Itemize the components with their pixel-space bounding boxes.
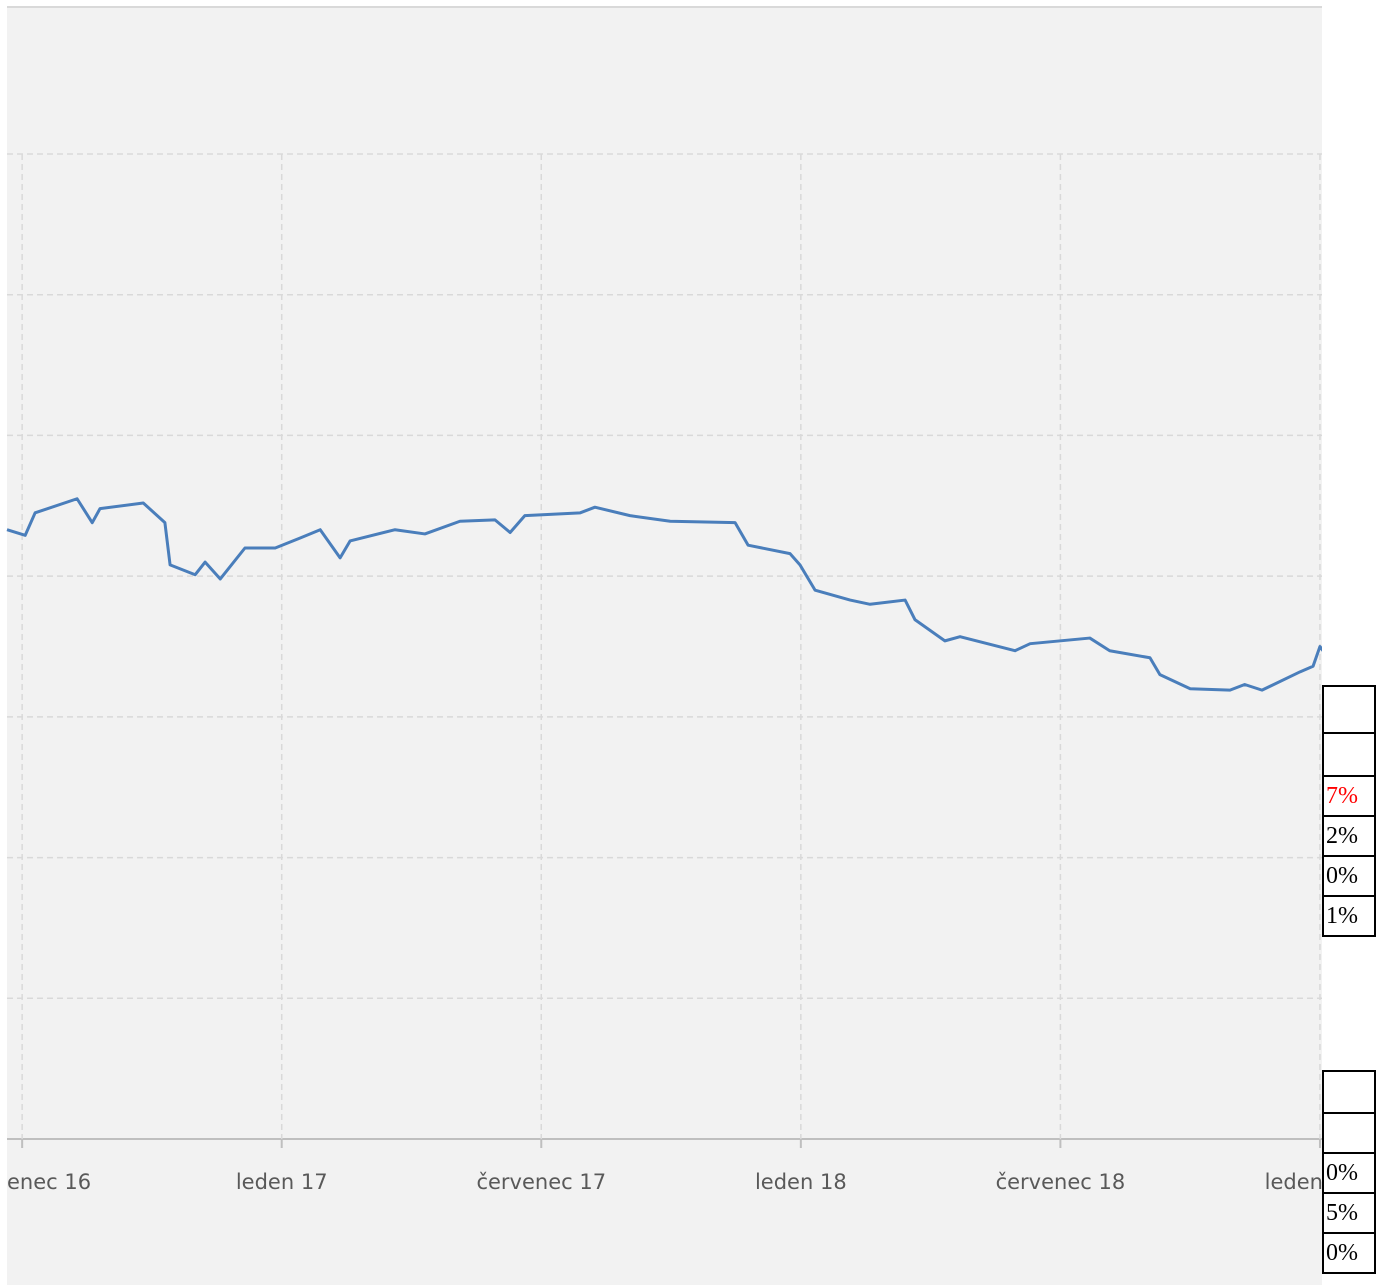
chart: enec 16 leden 17 červenec 17 leden 18 červen…: [6, 6, 1322, 1285]
side-table: 0% 5% 0%: [1322, 1070, 1376, 1274]
x-tick-label: leden 17: [236, 1170, 328, 1194]
x-tick-label: červenec 17: [476, 1170, 606, 1194]
table-cell: 0%: [1324, 1232, 1374, 1272]
table-cell: 7%: [1324, 775, 1374, 815]
line-series: [6, 497, 1322, 692]
table-cell: 0%: [1324, 1152, 1374, 1192]
x-tick-label: červenec 18: [996, 1170, 1126, 1194]
table-cell: 1%: [1324, 895, 1374, 935]
side-table: 7% 2% 0% 1%: [1322, 685, 1376, 937]
table-cell: 2%: [1324, 815, 1374, 855]
table-cell: 0%: [1324, 855, 1374, 895]
table-cell: 5%: [1324, 1192, 1374, 1232]
plot-background: [7, 7, 1322, 1285]
x-tick-label: leden 18: [755, 1170, 847, 1194]
x-tick-label: enec 16: [7, 1170, 91, 1194]
x-tick-label: leden: [1265, 1170, 1322, 1194]
